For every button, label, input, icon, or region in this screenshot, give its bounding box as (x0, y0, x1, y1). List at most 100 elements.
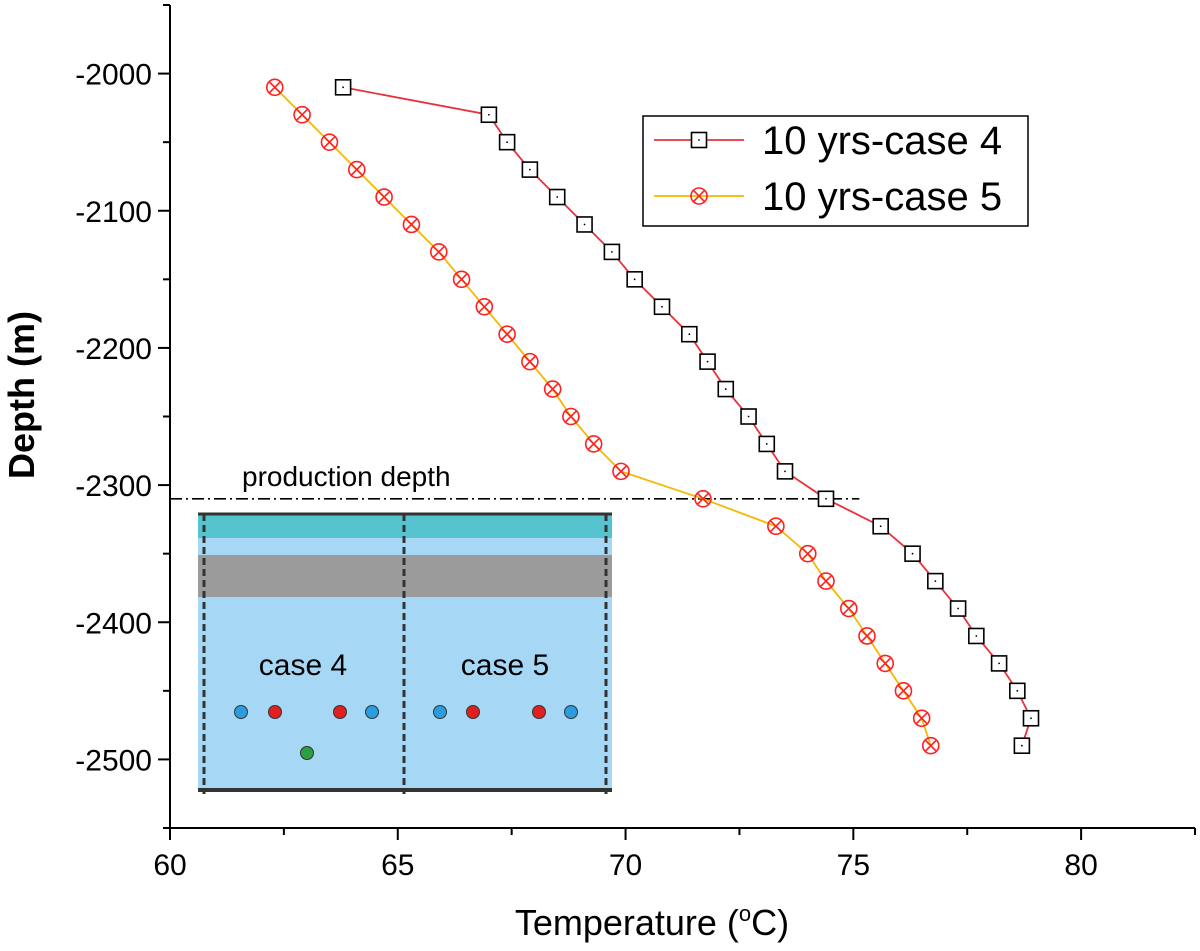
x-axis-title-prefix: Temperature ( (515, 902, 739, 943)
legend-label: 10 yrs-case 5 (762, 175, 1002, 219)
data-point-cross (295, 108, 309, 122)
data-point-center (975, 635, 978, 637)
data-point (694, 489, 712, 508)
data-point (912, 709, 931, 728)
data-point-center (825, 497, 827, 500)
data-point-center (747, 415, 750, 418)
x-tick-label: 80 (1064, 849, 1097, 882)
inset-well-production (466, 705, 480, 719)
data-point-cross (432, 245, 446, 259)
x-axis-title: Temperature (oC) (515, 901, 789, 943)
legend-marker-cross (692, 189, 706, 203)
inset-well-injection (433, 705, 447, 719)
data-point-cross (860, 629, 874, 643)
legend-marker-center (698, 139, 700, 141)
data-point-cross (614, 465, 628, 478)
data-point-center (688, 333, 691, 336)
data-point (452, 270, 471, 289)
inset-well-injection (234, 705, 248, 719)
data-point-cross (819, 574, 833, 588)
data-point-center (583, 223, 586, 226)
series-layer (265, 78, 1040, 755)
data-point-center (724, 388, 727, 390)
data-point (562, 407, 580, 426)
legend: 10 yrs-case 4 10 yrs-case 5 (642, 115, 1029, 227)
data-point (817, 572, 835, 590)
data-point (475, 297, 494, 316)
data-point-cross (587, 437, 600, 451)
data-point-cross (377, 190, 391, 204)
data-point (839, 599, 858, 618)
data-point-center (556, 196, 559, 198)
inset-well-injection (365, 705, 379, 719)
data-point (894, 682, 913, 700)
data-point (320, 133, 339, 151)
data-point (293, 105, 311, 124)
y-tick-label: -2200 (75, 333, 152, 366)
data-point (876, 654, 895, 673)
inset-well-monitor (300, 746, 314, 760)
data-point-cross (696, 492, 710, 506)
data-point-center (1020, 744, 1023, 747)
data-point-center (1016, 689, 1019, 692)
data-point (265, 78, 284, 97)
annotation-layer: production depth (170, 461, 860, 500)
data-point (498, 325, 516, 344)
x-tick-label: 70 (609, 849, 642, 882)
production-depth-label: production depth (242, 461, 451, 492)
data-point (375, 188, 393, 206)
data-point-center (765, 443, 768, 445)
data-point-center (706, 360, 709, 363)
data-point-center (879, 525, 882, 528)
y-tick-label: -2000 (75, 59, 152, 92)
data-point (921, 736, 940, 755)
x-axis-title-suffix: C) (751, 902, 789, 943)
data-point (543, 380, 562, 398)
inset-label-case-4: case 4 (259, 649, 347, 682)
data-point-cross (842, 602, 856, 615)
x-tick-label: 65 (381, 849, 414, 882)
y-tick-label: -2300 (75, 470, 152, 503)
x-tick-label: 60 (153, 849, 186, 882)
data-point-center (911, 552, 914, 555)
data-point-cross (268, 80, 282, 94)
data-point-center (633, 278, 636, 281)
data-point (584, 435, 603, 453)
data-point-cross (801, 547, 815, 560)
inset-well-injection (564, 705, 578, 719)
x-axis-title-sup: o (739, 901, 751, 926)
inset-diagram: case 4 case 5 (198, 512, 612, 794)
data-point-center (1030, 717, 1032, 720)
data-point-cross (500, 327, 514, 341)
y-tick-label: -2400 (75, 607, 152, 640)
inset-label-case-5: case 5 (461, 649, 549, 682)
data-point-cross (924, 739, 938, 753)
data-point-cross (897, 684, 910, 698)
data-point-center (998, 662, 1001, 665)
data-point-cross (323, 135, 336, 149)
data-point-cross (878, 657, 892, 670)
data-point-center (487, 113, 490, 116)
series-2 (265, 78, 940, 755)
data-point (858, 627, 876, 645)
data-point (798, 544, 817, 563)
data-point-cross (478, 300, 491, 314)
legend-label: 10 yrs-case 4 (762, 119, 1002, 163)
x-tick-label: 75 (837, 849, 870, 882)
inset-well-production (268, 705, 282, 719)
data-point-cross (350, 163, 364, 176)
data-point-cross (546, 382, 559, 396)
data-point-center (610, 251, 613, 253)
data-point-center (528, 168, 531, 171)
data-point (767, 517, 785, 536)
data-point-cross (769, 519, 783, 533)
data-point-center (506, 141, 509, 144)
inset-well-production (333, 705, 347, 719)
data-point (429, 243, 448, 261)
data-point-center (957, 607, 960, 610)
data-point-center (784, 470, 786, 473)
data-point-cross (455, 273, 468, 286)
data-point-cross (915, 711, 928, 725)
data-point-center (661, 305, 663, 308)
